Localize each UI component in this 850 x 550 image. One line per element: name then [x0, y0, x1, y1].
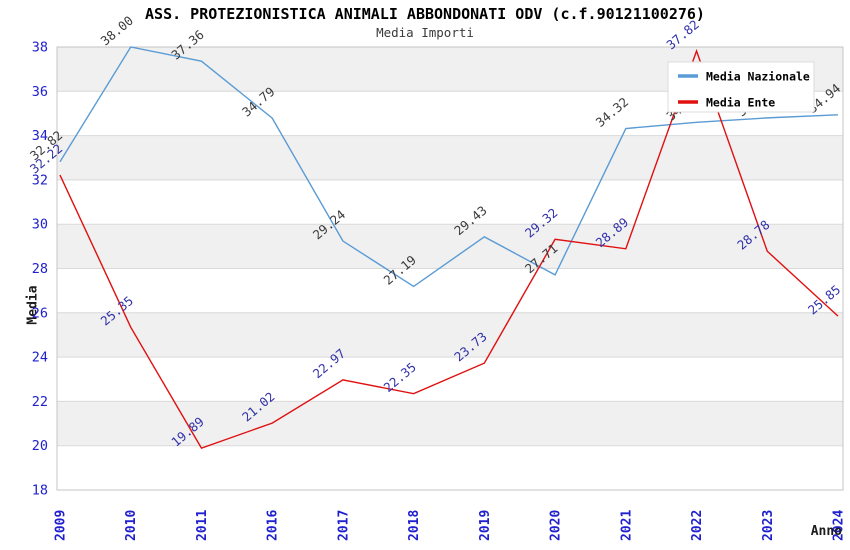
plot-border: [56, 46, 844, 491]
x-tick-label: 2017: [336, 510, 351, 541]
y-tick-label: 32: [32, 172, 48, 188]
x-tick-label: 2009: [54, 510, 69, 541]
x-tick-label: 2019: [478, 510, 493, 541]
data-label-media-ente: 25.85: [805, 282, 843, 318]
y-tick-label: 18: [32, 483, 48, 499]
y-tick-label: 20: [32, 438, 48, 454]
plot-band: [57, 135, 843, 180]
y-tick-label: 28: [32, 261, 48, 277]
x-tick-label: 2023: [761, 510, 776, 541]
x-tick-label: 2010: [124, 510, 139, 541]
y-tick-label: 24: [32, 350, 48, 366]
x-tick-label: 2016: [266, 510, 281, 541]
y-tick-label: 38: [32, 40, 48, 56]
y-tick-label: 36: [32, 84, 48, 100]
data-label-media-ente: 22.35: [381, 359, 419, 395]
plot-band: [57, 312, 843, 358]
x-tick-label: 2018: [407, 510, 422, 541]
y-tick-label: 22: [32, 394, 48, 410]
chart-title: ASS. PROTEZIONISTICA ANIMALI ABBONDONATI…: [145, 5, 705, 23]
data-label-media-nazionale: 38.00: [98, 13, 136, 49]
x-tick-label: 2011: [195, 510, 210, 541]
plot-band: [57, 401, 843, 446]
legend-box: [667, 61, 815, 113]
data-label-media-nazionale: 34.32: [593, 94, 631, 130]
x-tick-label: 2021: [619, 510, 634, 541]
y-tick-label: 34: [32, 128, 48, 144]
x-tick-label: 2022: [690, 510, 705, 541]
legend-label-media-ente: Media Ente: [706, 96, 775, 110]
x-tick-label: 2024: [832, 510, 847, 541]
series-line-media-nazionale: [59, 46, 839, 288]
legend-label-media-nazionale: Media Nazionale: [706, 70, 810, 84]
y-tick-label: 26: [32, 305, 48, 321]
x-tick-label: 2020: [549, 510, 564, 541]
plot-band: [57, 224, 843, 269]
chart-subtitle: Media Importi: [376, 25, 474, 40]
y-tick-label: 30: [32, 217, 48, 233]
x-axis-title: Anno: [810, 524, 842, 539]
